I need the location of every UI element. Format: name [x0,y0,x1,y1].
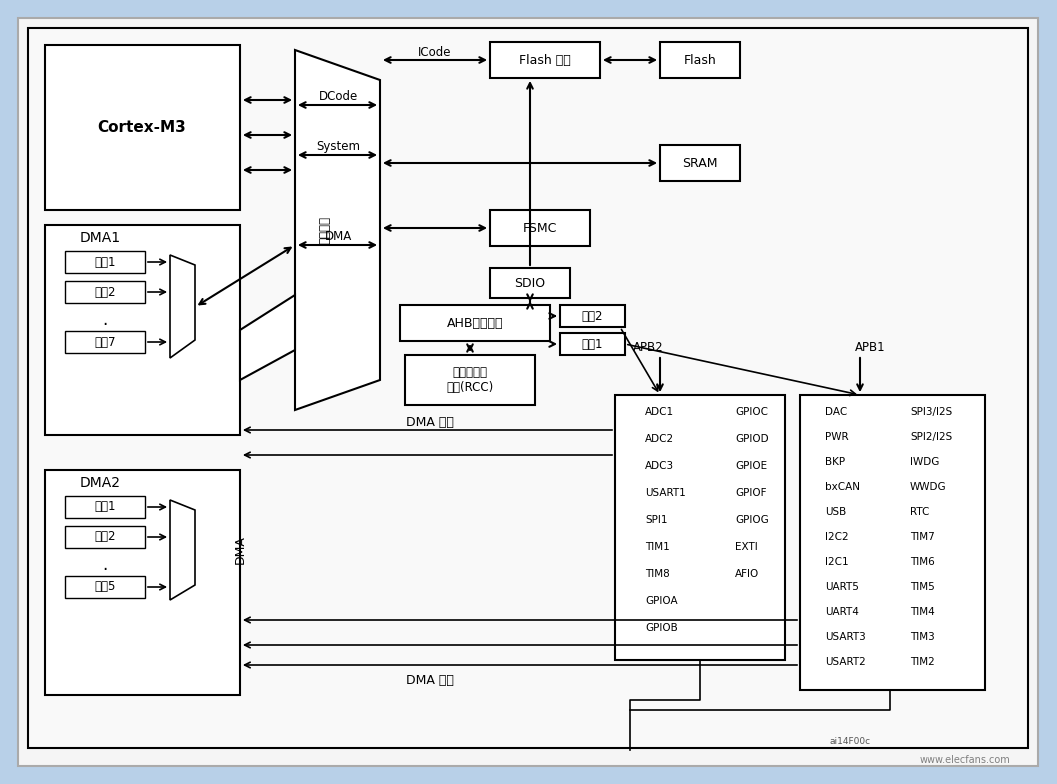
Text: 桥接1: 桥接1 [581,337,602,350]
Text: GPIOE: GPIOE [735,461,767,471]
Polygon shape [295,50,381,410]
Text: DCode: DCode [318,89,357,103]
Text: 桥接2: 桥接2 [581,310,602,322]
Text: TIM6: TIM6 [910,557,934,567]
FancyBboxPatch shape [615,395,785,660]
Text: ICode: ICode [419,45,451,59]
Text: Flash 接口: Flash 接口 [519,53,571,67]
Text: DMA 请求: DMA 请求 [406,416,453,429]
FancyBboxPatch shape [660,42,740,78]
Text: SRAM: SRAM [682,157,718,169]
Text: ai14F00c: ai14F00c [830,738,871,746]
FancyBboxPatch shape [490,268,570,298]
FancyBboxPatch shape [27,28,1028,748]
Polygon shape [240,295,295,380]
Text: BKP: BKP [826,457,846,467]
Text: APB1: APB1 [855,340,886,354]
FancyBboxPatch shape [45,470,240,695]
Text: ADC3: ADC3 [645,461,674,471]
Text: USART2: USART2 [826,657,866,667]
Text: Cortex-M3: Cortex-M3 [97,119,186,135]
Text: IWDG: IWDG [910,457,940,467]
Text: AFIO: AFIO [735,569,759,579]
Text: DMA1: DMA1 [80,231,122,245]
Text: RTC: RTC [910,507,929,517]
Polygon shape [170,255,194,358]
Text: USB: USB [826,507,847,517]
Text: TIM3: TIM3 [910,632,934,642]
FancyBboxPatch shape [560,305,625,327]
Text: 通道7: 通道7 [94,336,116,349]
FancyBboxPatch shape [800,395,985,690]
FancyBboxPatch shape [45,45,240,210]
Text: SDIO: SDIO [515,277,545,289]
FancyBboxPatch shape [64,526,145,548]
Text: SPI2/I2S: SPI2/I2S [910,432,952,442]
Text: I2C1: I2C1 [826,557,849,567]
Text: TIM7: TIM7 [910,532,934,542]
Text: 通道2: 通道2 [94,285,116,299]
Text: TIM2: TIM2 [910,657,934,667]
FancyBboxPatch shape [64,281,145,303]
Text: bxCAN: bxCAN [826,482,860,492]
Text: SPI3/I2S: SPI3/I2S [910,407,952,417]
Text: WWDG: WWDG [910,482,947,492]
Text: System: System [316,140,360,153]
Text: 通道1: 通道1 [94,256,116,268]
Text: APB2: APB2 [633,340,664,354]
Text: FSMC: FSMC [523,222,557,234]
Text: UART4: UART4 [826,607,859,617]
Text: USART1: USART1 [645,488,686,498]
FancyBboxPatch shape [490,42,600,78]
Text: 总线矩阵: 总线矩阵 [318,216,332,244]
FancyBboxPatch shape [400,305,550,341]
Text: 复位和时钟
控制(RCC): 复位和时钟 控制(RCC) [446,366,494,394]
Text: www.elecfans.com: www.elecfans.com [920,755,1010,765]
FancyBboxPatch shape [405,355,535,405]
Text: TIM8: TIM8 [645,569,670,579]
Text: GPIOB: GPIOB [645,623,678,633]
Text: I2C2: I2C2 [826,532,849,542]
Text: AHB系统总线: AHB系统总线 [447,317,503,329]
Text: DMA2: DMA2 [80,476,120,490]
Text: GPIOD: GPIOD [735,434,768,444]
Text: TIM1: TIM1 [645,542,670,552]
Text: GPIOF: GPIOF [735,488,766,498]
FancyBboxPatch shape [64,576,145,598]
Text: TIM4: TIM4 [910,607,934,617]
FancyBboxPatch shape [18,18,1038,766]
Text: ADC1: ADC1 [645,407,674,417]
Polygon shape [170,500,194,600]
Text: 通道5: 通道5 [94,580,115,593]
Text: UART5: UART5 [826,582,859,592]
FancyBboxPatch shape [64,496,145,518]
Text: ·: · [103,561,108,579]
Text: DAC: DAC [826,407,848,417]
FancyBboxPatch shape [490,210,590,246]
Text: DMA: DMA [234,535,246,564]
FancyBboxPatch shape [64,251,145,273]
Text: GPIOG: GPIOG [735,515,768,525]
Text: USART3: USART3 [826,632,866,642]
Text: PWR: PWR [826,432,849,442]
Text: TIM5: TIM5 [910,582,934,592]
FancyBboxPatch shape [45,225,240,435]
Text: ADC2: ADC2 [645,434,674,444]
Text: ·: · [103,316,108,334]
FancyBboxPatch shape [660,145,740,181]
Text: DMA: DMA [324,230,352,242]
Text: GPIOC: GPIOC [735,407,768,417]
Text: 通道1: 通道1 [94,500,116,514]
FancyBboxPatch shape [64,331,145,353]
Text: GPIOA: GPIOA [645,596,678,606]
Text: EXTI: EXTI [735,542,758,552]
Text: DMA 请求: DMA 请求 [406,673,453,687]
Text: SPI1: SPI1 [645,515,668,525]
FancyBboxPatch shape [560,333,625,355]
Text: 通道2: 通道2 [94,531,116,543]
Text: Flash: Flash [684,53,717,67]
